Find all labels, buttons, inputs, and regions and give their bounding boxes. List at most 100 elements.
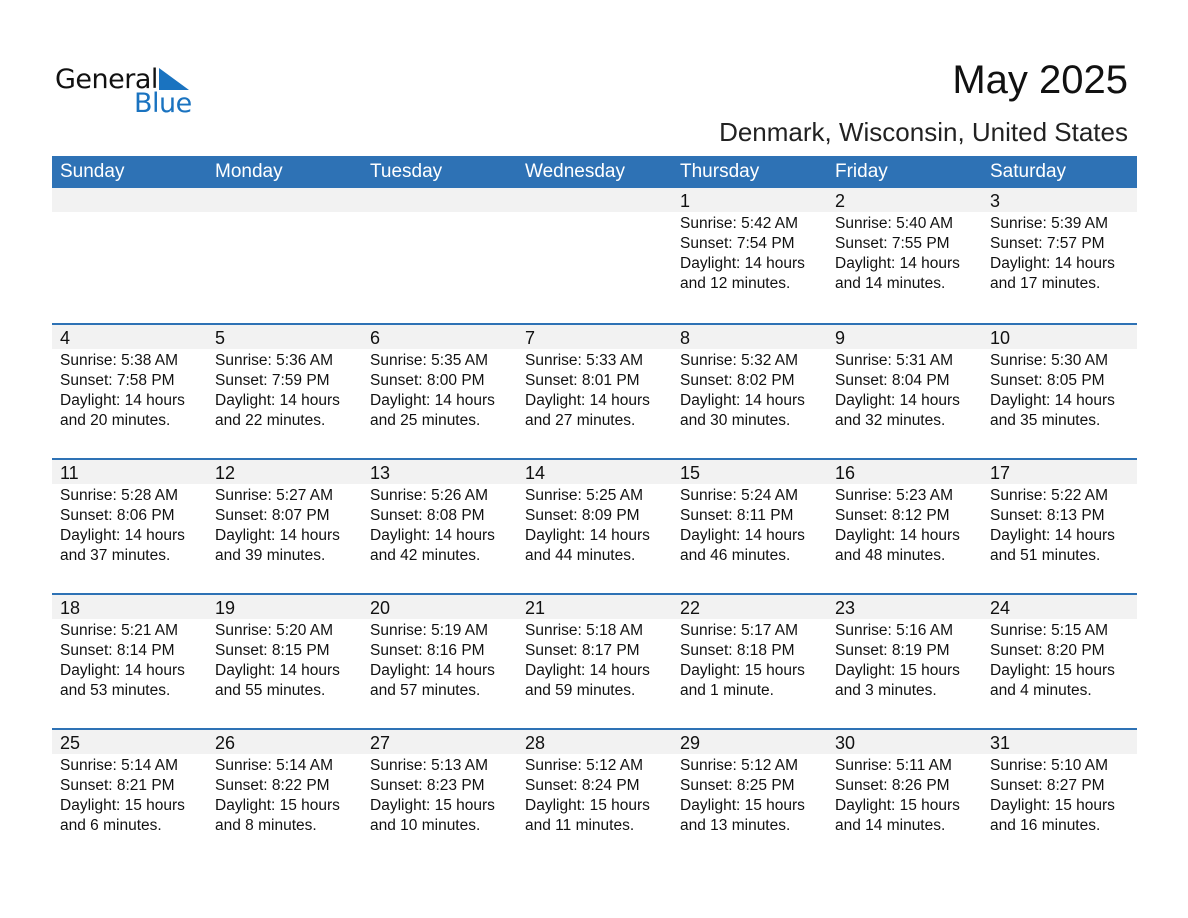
day-number: 9: [827, 325, 982, 349]
sunrise-text: Sunrise: 5:21 AM: [60, 622, 179, 639]
day-number: 10: [982, 325, 1137, 349]
weekday-tuesday: Tuesday: [370, 161, 443, 182]
day-cell: 19 Sunrise: 5:20 AM Sunset: 8:15 PM Dayligh…: [207, 595, 362, 728]
sunrise-text: Sunrise: 5:39 AM: [990, 215, 1109, 232]
daylight-text: Daylight: 15 hours: [990, 797, 1115, 814]
day-cell: 22 Sunrise: 5:17 AM Sunset: 8:18 PM Dayligh…: [672, 595, 827, 728]
minutes-text: and 27 minutes.: [525, 412, 636, 429]
sunset-text: Sunset: 8:09 PM: [525, 507, 640, 524]
daylight-text: Daylight: 14 hours: [60, 662, 185, 679]
day-number: 19: [207, 595, 362, 619]
sunset-text: Sunset: 8:00 PM: [370, 372, 485, 389]
day-number: 29: [672, 730, 827, 754]
day-number: 11: [52, 460, 207, 484]
week-row: 4 Sunrise: 5:38 AM Sunset: 7:58 PM Daylight…: [52, 323, 1137, 458]
minutes-text: and 42 minutes.: [370, 547, 481, 564]
week-row: 25 Sunrise: 5:14 AM Sunset: 8:21 PM Dayligh…: [52, 728, 1137, 863]
sunset-text: Sunset: 8:16 PM: [370, 642, 485, 659]
sunrise-text: Sunrise: 5:14 AM: [215, 757, 334, 774]
minutes-text: and 48 minutes.: [835, 547, 946, 564]
sunset-text: Sunset: 8:07 PM: [215, 507, 330, 524]
sunset-text: Sunset: 8:20 PM: [990, 642, 1105, 659]
daylight-text: Daylight: 14 hours: [990, 527, 1115, 544]
day-number: 27: [362, 730, 517, 754]
minutes-text: and 20 minutes.: [60, 412, 171, 429]
minutes-text: and 35 minutes.: [990, 412, 1101, 429]
sunrise-text: Sunrise: 5:30 AM: [990, 352, 1109, 369]
daylight-text: Daylight: 14 hours: [370, 392, 495, 409]
sunrise-text: Sunrise: 5:28 AM: [60, 487, 179, 504]
daylight-text: Daylight: 14 hours: [990, 392, 1115, 409]
minutes-text: and 13 minutes.: [680, 817, 791, 834]
sunset-text: Sunset: 8:19 PM: [835, 642, 950, 659]
sunrise-text: Sunrise: 5:12 AM: [680, 757, 799, 774]
daylight-text: Daylight: 14 hours: [525, 527, 650, 544]
minutes-text: and 12 minutes.: [680, 275, 791, 292]
daylight-text: Daylight: 15 hours: [990, 662, 1115, 679]
weekday-saturday: Saturday: [990, 161, 1067, 182]
day-cell: 10 Sunrise: 5:30 AM Sunset: 8:05 PM Dayligh…: [982, 325, 1137, 458]
sunset-text: Sunset: 8:26 PM: [835, 777, 950, 794]
day-number: 23: [827, 595, 982, 619]
daylight-text: Daylight: 14 hours: [215, 527, 340, 544]
minutes-text: and 8 minutes.: [215, 817, 317, 834]
sunrise-text: Sunrise: 5:12 AM: [525, 757, 644, 774]
day-cell: 18 Sunrise: 5:21 AM Sunset: 8:14 PM Dayligh…: [52, 595, 207, 728]
day-number: 21: [517, 595, 672, 619]
minutes-text: and 17 minutes.: [990, 275, 1101, 292]
day-cell: 27 Sunrise: 5:13 AM Sunset: 8:23 PM Dayligh…: [362, 730, 517, 863]
day-number: 1: [672, 188, 827, 212]
daylight-text: Daylight: 14 hours: [680, 527, 805, 544]
weekday-thursday: Thursday: [680, 161, 760, 182]
daylight-text: Daylight: 15 hours: [215, 797, 340, 814]
day-cell: 29 Sunrise: 5:12 AM Sunset: 8:25 PM Dayligh…: [672, 730, 827, 863]
daylight-text: Daylight: 14 hours: [370, 662, 495, 679]
day-cell: 11 Sunrise: 5:28 AM Sunset: 8:06 PM Dayligh…: [52, 460, 207, 593]
minutes-text: and 14 minutes.: [835, 275, 946, 292]
day-cell: [517, 188, 672, 323]
daylight-text: Daylight: 15 hours: [835, 662, 960, 679]
day-cell: 4 Sunrise: 5:38 AM Sunset: 7:58 PM Daylight…: [52, 325, 207, 458]
sunrise-text: Sunrise: 5:42 AM: [680, 215, 799, 232]
daylight-text: Daylight: 14 hours: [215, 392, 340, 409]
day-number: 7: [517, 325, 672, 349]
sunset-text: Sunset: 8:04 PM: [835, 372, 950, 389]
sunrise-text: Sunrise: 5:35 AM: [370, 352, 489, 369]
minutes-text: and 4 minutes.: [990, 682, 1092, 699]
day-cell: 2 Sunrise: 5:40 AM Sunset: 7:55 PM Daylight…: [827, 188, 982, 323]
day-cell: 8 Sunrise: 5:32 AM Sunset: 8:02 PM Daylight…: [672, 325, 827, 458]
day-number: [52, 188, 207, 212]
sunset-text: Sunset: 7:58 PM: [60, 372, 175, 389]
day-cell: 7 Sunrise: 5:33 AM Sunset: 8:01 PM Daylight…: [517, 325, 672, 458]
sunset-text: Sunset: 7:57 PM: [990, 235, 1105, 252]
minutes-text: and 3 minutes.: [835, 682, 937, 699]
week-row: 1 Sunrise: 5:42 AM Sunset: 7:54 PM Daylight…: [52, 188, 1137, 323]
location-subtitle: Denmark, Wisconsin, United States: [719, 117, 1128, 147]
sunset-text: Sunset: 8:24 PM: [525, 777, 640, 794]
daylight-text: Daylight: 14 hours: [680, 392, 805, 409]
daylight-text: Daylight: 15 hours: [525, 797, 650, 814]
day-number: [362, 188, 517, 212]
day-cell: 20 Sunrise: 5:19 AM Sunset: 8:16 PM Dayligh…: [362, 595, 517, 728]
day-number: 31: [982, 730, 1137, 754]
sunset-text: Sunset: 8:14 PM: [60, 642, 175, 659]
day-cell: 17 Sunrise: 5:22 AM Sunset: 8:13 PM Dayligh…: [982, 460, 1137, 593]
sunrise-text: Sunrise: 5:20 AM: [215, 622, 334, 639]
sunrise-text: Sunrise: 5:18 AM: [525, 622, 644, 639]
day-number: 17: [982, 460, 1137, 484]
daylight-text: Daylight: 14 hours: [525, 662, 650, 679]
sunset-text: Sunset: 7:59 PM: [215, 372, 330, 389]
weekday-sunday: Sunday: [60, 161, 125, 182]
minutes-text: and 30 minutes.: [680, 412, 791, 429]
day-number: 5: [207, 325, 362, 349]
day-number: 14: [517, 460, 672, 484]
weekday-wednesday: Wednesday: [525, 161, 625, 182]
day-cell: 25 Sunrise: 5:14 AM Sunset: 8:21 PM Dayligh…: [52, 730, 207, 863]
sunrise-text: Sunrise: 5:36 AM: [215, 352, 334, 369]
sunset-text: Sunset: 8:05 PM: [990, 372, 1105, 389]
sunset-text: Sunset: 8:22 PM: [215, 777, 330, 794]
day-cell: 1 Sunrise: 5:42 AM Sunset: 7:54 PM Daylight…: [672, 188, 827, 323]
week-row: 18 Sunrise: 5:21 AM Sunset: 8:14 PM Dayligh…: [52, 593, 1137, 728]
minutes-text: and 1 minute.: [680, 682, 774, 699]
